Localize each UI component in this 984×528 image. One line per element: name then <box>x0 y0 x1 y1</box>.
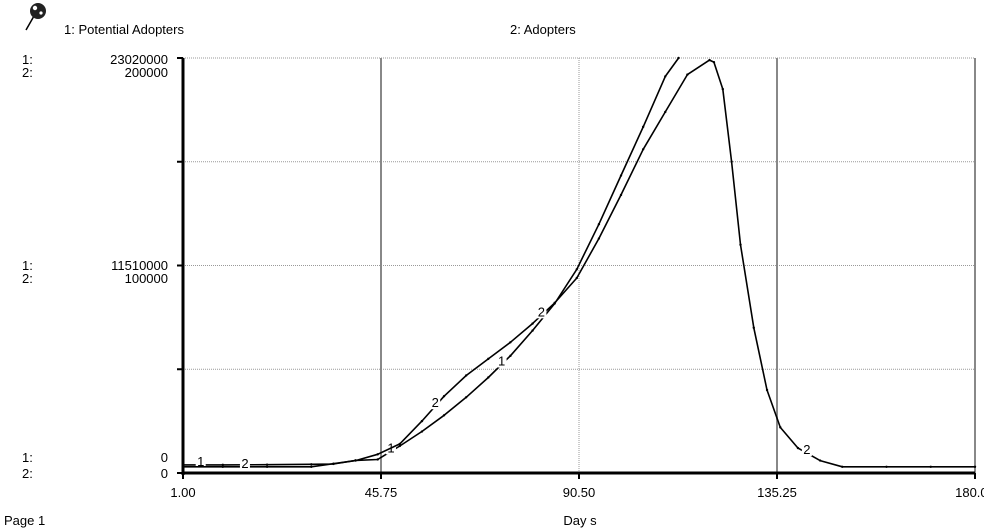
y-prefix-bottom-1: 1: <box>22 450 33 465</box>
data-point-2 <box>841 465 844 468</box>
data-point-1 <box>597 223 601 226</box>
data-point-2 <box>265 465 269 468</box>
data-point-1 <box>531 329 534 332</box>
data-point-2 <box>553 301 556 305</box>
data-point-2 <box>487 357 490 361</box>
data-point-2 <box>973 465 977 468</box>
pin-icon[interactable] <box>25 3 46 31</box>
data-point-1 <box>664 75 667 78</box>
series-marker-bg <box>536 306 547 319</box>
data-point-1 <box>265 463 269 466</box>
data-point-2 <box>708 58 711 62</box>
y-label-mid-2: 100000 <box>125 271 168 286</box>
series-marker-2: 2 <box>432 395 439 410</box>
y-prefix-mid-2: 2: <box>22 271 33 286</box>
data-point-2 <box>765 388 769 392</box>
data-point-2 <box>730 160 733 163</box>
series-marker-bg <box>195 455 206 468</box>
series-marker-bg <box>430 397 441 410</box>
y-prefix-mid-1: 1: <box>22 258 33 273</box>
data-point-2 <box>332 462 335 465</box>
series-marker-bg <box>801 444 812 457</box>
data-point-2 <box>181 465 185 468</box>
y-label-top-2: 200000 <box>125 65 168 80</box>
data-point-2 <box>752 326 755 329</box>
data-point-1 <box>221 463 225 467</box>
y-label-top-1: 23020000 <box>110 52 168 67</box>
data-point-2 <box>619 193 623 197</box>
data-point-2 <box>796 446 800 450</box>
series-marker-2: 2 <box>241 456 248 471</box>
data-point-2 <box>664 110 667 114</box>
data-point-1 <box>442 414 446 417</box>
data-point-2 <box>509 341 512 344</box>
data-point-1 <box>420 430 424 433</box>
data-point-2 <box>376 453 379 456</box>
y-label-mid-1: 11510000 <box>111 258 168 273</box>
data-point-2 <box>575 276 578 280</box>
data-point-2 <box>739 243 742 246</box>
data-point-2 <box>354 459 357 462</box>
y-label-bottom-2: 0 <box>161 466 168 481</box>
data-point-2 <box>531 322 534 325</box>
data-point-2 <box>310 465 313 468</box>
data-point-2 <box>398 442 402 446</box>
series-marker-2: 2 <box>803 442 810 457</box>
x-tick-label: 45.75 <box>365 485 398 500</box>
data-point-1 <box>677 56 680 60</box>
data-point-2 <box>929 465 932 468</box>
data-point-2 <box>818 459 822 462</box>
x-tick-label: 180.00 <box>955 485 984 500</box>
series-marker-2: 2 <box>538 304 545 319</box>
series-marker-bg <box>496 355 507 368</box>
data-point-1 <box>641 125 645 129</box>
series-marker-bg <box>239 457 250 470</box>
y-label-bottom-1: 0 <box>161 450 168 465</box>
data-point-2 <box>641 148 645 151</box>
legend-series-2: 2: Adopters <box>510 22 576 37</box>
y-prefix-top-1: 1: <box>22 52 33 67</box>
series-marker-1: 1 <box>498 353 505 368</box>
data-point-1 <box>376 458 379 461</box>
page-label: Page 1 <box>4 513 45 528</box>
data-point-2 <box>420 419 424 423</box>
series-marker-1: 1 <box>197 454 204 469</box>
data-point-2 <box>721 87 724 91</box>
data-point-2 <box>885 465 888 468</box>
data-point-2 <box>686 73 689 76</box>
legend-series-1: 1: Potential Adopters <box>64 22 184 37</box>
data-point-2 <box>464 374 468 377</box>
y-prefix-bottom-2: 2: <box>22 466 33 481</box>
data-point-1 <box>181 463 185 467</box>
data-point-1 <box>310 463 313 466</box>
x-tick-label: 90.50 <box>563 485 596 500</box>
axes <box>177 57 976 479</box>
data-point-1 <box>487 376 490 379</box>
data-point-2 <box>442 395 446 398</box>
data-point-2 <box>779 426 782 429</box>
data-point-1 <box>619 174 623 177</box>
data-point-1 <box>509 354 512 358</box>
data-point-2 <box>221 465 225 468</box>
data-point-2 <box>597 237 601 240</box>
data-point-2 <box>712 60 716 64</box>
data-point-1 <box>575 268 578 271</box>
y-prefix-top-2: 2: <box>22 65 33 80</box>
x-tick-label: 1.00 <box>170 485 195 500</box>
x-tick-label: 135.25 <box>757 485 797 500</box>
x-axis-label: Day s <box>563 513 597 528</box>
data-point-1 <box>464 396 468 399</box>
data-point-1 <box>398 444 402 448</box>
x-tick-labels: 1.00 45.75 90.50 135.25 180.00 <box>170 485 984 500</box>
